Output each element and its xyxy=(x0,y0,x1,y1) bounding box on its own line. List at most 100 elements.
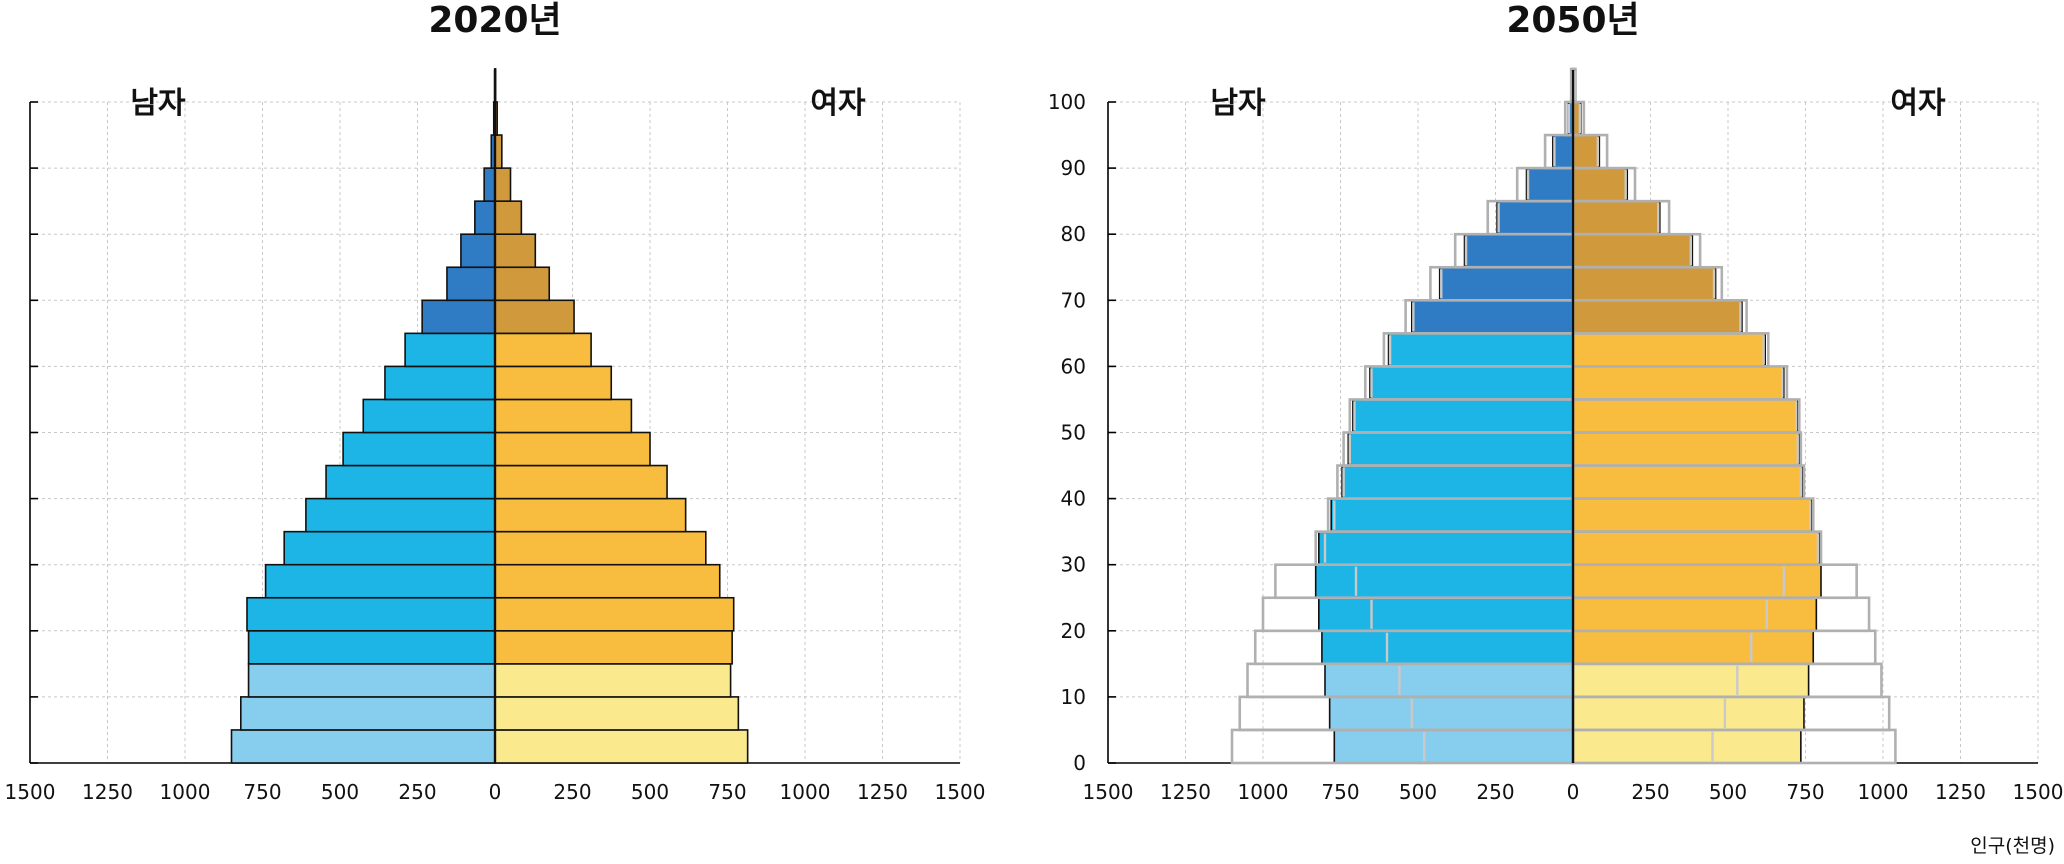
male-label: 남자 xyxy=(1210,86,1266,121)
male-bar xyxy=(460,233,496,269)
y-tick-label: 100 xyxy=(1048,90,1086,114)
x-tick-label: 1250 xyxy=(857,780,908,804)
x-tick-label: 250 xyxy=(1476,780,1514,804)
y-tick-label: 60 xyxy=(1061,354,1086,378)
female-bar xyxy=(1572,530,1821,566)
male-bar xyxy=(1525,167,1574,202)
female-bar xyxy=(1572,431,1801,467)
female-bar xyxy=(1572,266,1717,302)
male-bar xyxy=(362,398,496,434)
male-bar xyxy=(247,629,496,665)
male-bar xyxy=(421,299,496,335)
female-bar xyxy=(1572,663,1810,698)
y-tick-label: 20 xyxy=(1061,619,1086,643)
panel-title: 2050년 xyxy=(1506,0,1639,41)
y-tick-label: 70 xyxy=(1061,288,1086,312)
male-label: 남자 xyxy=(130,86,186,121)
female-bar xyxy=(494,431,651,467)
female-bar xyxy=(494,497,687,533)
pyramid-panel-2020: 1500 1250 1000 750 500 250 0 250 500 750 1000 1250 1… xyxy=(5,0,986,804)
female-bar xyxy=(494,663,732,698)
x-tick-label: 500 xyxy=(1709,780,1747,804)
x-tick-label: 250 xyxy=(398,780,436,804)
male-bar xyxy=(474,200,496,235)
x-tick-label: 750 xyxy=(1321,780,1359,804)
female-bar xyxy=(1572,596,1818,632)
female-bar xyxy=(1572,629,1815,665)
y-tick-label: 10 xyxy=(1061,685,1086,709)
y-tick-label: 80 xyxy=(1061,222,1086,246)
pyramid-bars xyxy=(1314,68,1822,764)
male-bar xyxy=(240,696,496,731)
x-tick-label: 1000 xyxy=(780,780,831,804)
male-bar xyxy=(342,431,496,467)
male-bar xyxy=(1321,629,1574,665)
x-tick-label: 0 xyxy=(489,780,502,804)
female-bar xyxy=(494,530,707,566)
female-bar xyxy=(494,729,749,764)
x-tick-label: 0 xyxy=(1567,780,1580,804)
female-bar xyxy=(1572,233,1694,269)
female-bar xyxy=(1572,464,1804,500)
female-bar xyxy=(1572,398,1799,434)
y-tick-label: 90 xyxy=(1061,156,1086,180)
male-bar xyxy=(1324,663,1574,698)
x-tick-label: 1250 xyxy=(1160,780,1211,804)
female-bar xyxy=(1572,200,1661,235)
female-bar xyxy=(1572,167,1629,202)
male-bar xyxy=(1333,729,1574,764)
x-tick-label: 750 xyxy=(243,780,281,804)
female-bar xyxy=(494,563,721,599)
x-tick-label: 250 xyxy=(553,780,591,804)
male-bar xyxy=(1330,497,1574,533)
male-bar xyxy=(1318,530,1574,566)
population-unit-label: 인구(천명) xyxy=(1970,835,2055,857)
male-bar xyxy=(230,729,496,764)
male-bar xyxy=(1341,464,1574,500)
x-tick-label: 750 xyxy=(1786,780,1824,804)
x-tick-label: 500 xyxy=(631,780,669,804)
female-bar xyxy=(494,332,592,368)
x-tick-label: 1000 xyxy=(1238,780,1289,804)
x-tick-label: 1250 xyxy=(1935,780,1986,804)
panel-title: 2020년 xyxy=(428,0,561,41)
male-bar xyxy=(1314,563,1574,599)
male-bar xyxy=(1496,200,1574,235)
female-bar xyxy=(494,365,613,401)
female-bar xyxy=(494,233,537,269)
x-tick-label: 1500 xyxy=(2013,780,2064,804)
female-bar xyxy=(494,200,523,235)
x-tick-label: 1500 xyxy=(1083,780,1134,804)
female-bar xyxy=(1572,134,1601,169)
female-bar xyxy=(1572,365,1785,401)
male-bar xyxy=(1387,332,1574,368)
y-tick-label: 40 xyxy=(1061,487,1086,511)
male-bar xyxy=(247,663,496,698)
female-bar xyxy=(1572,332,1766,368)
x-tick-label: 750 xyxy=(708,780,746,804)
x-tick-label: 250 xyxy=(1631,780,1669,804)
female-bar xyxy=(1572,696,1805,731)
male-bar xyxy=(1318,596,1574,632)
x-tick-label: 500 xyxy=(1399,780,1437,804)
male-bar xyxy=(283,530,496,566)
male-bar xyxy=(384,365,496,401)
y-tick-label: 0 xyxy=(1073,751,1086,775)
male-bar xyxy=(305,497,496,533)
female-bar xyxy=(494,299,575,335)
male-bar xyxy=(1352,398,1574,434)
male-bar xyxy=(325,464,496,500)
female-bar xyxy=(494,266,551,302)
male-bar xyxy=(1411,299,1574,335)
female-bar xyxy=(494,629,733,665)
female-bar xyxy=(1572,497,1813,533)
x-tick-label: 1500 xyxy=(935,780,986,804)
female-label: 여자 xyxy=(810,86,866,121)
x-tick-label: 1500 xyxy=(5,780,56,804)
pyramid-bars xyxy=(230,68,749,764)
pyramid-panel-2050: 1500 1250 1000 750 500 250 0 250 500 750 1000 1250 1… xyxy=(1048,0,2064,804)
projection-outlines xyxy=(1230,67,1897,765)
x-tick-label: 1000 xyxy=(160,780,211,804)
female-bar xyxy=(494,696,740,731)
